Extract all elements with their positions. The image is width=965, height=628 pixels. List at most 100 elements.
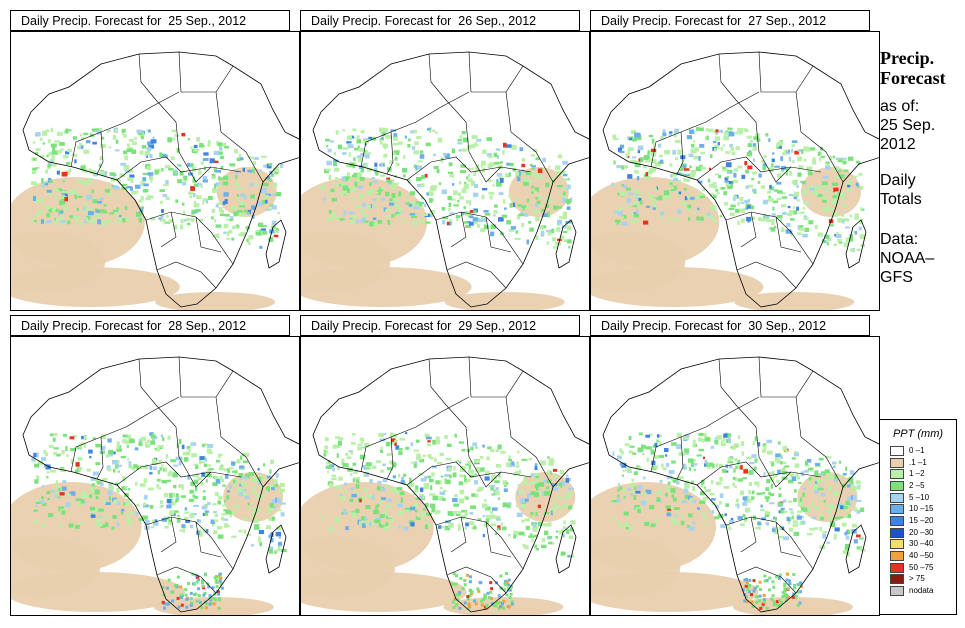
precip-cell bbox=[217, 606, 221, 610]
precip-cell bbox=[425, 142, 431, 147]
precip-cell bbox=[646, 205, 650, 208]
precip-cell bbox=[207, 502, 211, 506]
precip-cell bbox=[562, 214, 567, 220]
precip-cell bbox=[755, 601, 759, 604]
precip-cell bbox=[673, 132, 677, 138]
precip-cell bbox=[232, 206, 238, 210]
precip-cell bbox=[438, 182, 442, 185]
precip-cell bbox=[150, 434, 156, 439]
data-source-1: NOAA– bbox=[880, 250, 935, 267]
precip-cell bbox=[670, 173, 673, 178]
precip-cell bbox=[35, 166, 40, 169]
precip-cell bbox=[849, 248, 855, 252]
precip-cell bbox=[279, 483, 285, 488]
precip-cell bbox=[715, 188, 719, 192]
precip-cell bbox=[374, 203, 377, 207]
precip-cell bbox=[351, 493, 357, 498]
precip-cell bbox=[207, 143, 211, 147]
precip-cell bbox=[351, 512, 357, 518]
precip-cell bbox=[179, 595, 183, 599]
precip-cell bbox=[83, 443, 86, 448]
precip-cell bbox=[367, 204, 371, 210]
precip-cell bbox=[137, 132, 144, 136]
precip-cell bbox=[359, 520, 362, 526]
precip-cell bbox=[540, 460, 546, 466]
precip-cell bbox=[222, 504, 227, 507]
precip-cell bbox=[455, 214, 461, 218]
precip-cell bbox=[356, 172, 363, 177]
precip-cell bbox=[554, 487, 558, 491]
precip-cell bbox=[481, 194, 485, 200]
precip-cell bbox=[843, 242, 849, 247]
precip-cell bbox=[802, 233, 808, 238]
precip-cell bbox=[386, 177, 391, 180]
precip-cell bbox=[45, 169, 48, 174]
precip-cell bbox=[775, 453, 780, 458]
precip-cell bbox=[386, 453, 392, 457]
precip-cell bbox=[267, 506, 274, 511]
precip-cell bbox=[461, 148, 468, 152]
precip-cell bbox=[161, 464, 164, 468]
precip-cell bbox=[408, 482, 415, 486]
precip-cell bbox=[762, 165, 766, 171]
precip-cell bbox=[375, 519, 381, 523]
precip-cell bbox=[841, 522, 847, 527]
precip-cell bbox=[344, 482, 348, 486]
precip-cell bbox=[619, 144, 625, 149]
precip-cell bbox=[172, 472, 178, 478]
precip-cell bbox=[851, 495, 855, 500]
precip-cell bbox=[654, 465, 658, 469]
precip-cell bbox=[254, 524, 260, 530]
precip-cell bbox=[247, 241, 251, 245]
precip-cell bbox=[246, 533, 252, 536]
precip-cell bbox=[351, 216, 356, 219]
precip-cell bbox=[230, 510, 235, 515]
legend-swatch bbox=[890, 515, 904, 526]
precip-cell bbox=[780, 455, 783, 459]
precip-cell bbox=[721, 469, 727, 473]
precip-cell bbox=[146, 166, 152, 171]
precip-cell bbox=[743, 578, 747, 582]
precip-cell bbox=[671, 517, 676, 521]
precip-cell bbox=[40, 183, 44, 186]
precip-cell bbox=[165, 586, 169, 590]
precip-cell bbox=[217, 142, 223, 147]
precip-cell bbox=[839, 474, 843, 479]
precip-cell bbox=[702, 167, 706, 170]
precip-cell bbox=[184, 511, 189, 514]
precip-cell bbox=[758, 588, 762, 591]
precip-cell bbox=[333, 151, 336, 156]
precip-cell bbox=[683, 448, 690, 453]
panel-title: Daily Precip. Forecast for 28 Sep., 2012 bbox=[10, 315, 290, 336]
precip-cell bbox=[431, 185, 438, 190]
precip-cell bbox=[715, 481, 722, 486]
precip-cell bbox=[802, 487, 806, 490]
precip-cell bbox=[180, 603, 184, 607]
precip-cell bbox=[48, 151, 54, 156]
precip-cell bbox=[92, 199, 98, 204]
precip-cell bbox=[226, 237, 230, 240]
precip-cell bbox=[202, 444, 205, 448]
coastline bbox=[22, 356, 299, 613]
precip-cell bbox=[99, 524, 106, 528]
precip-cell bbox=[855, 486, 861, 490]
precip-cell bbox=[742, 496, 748, 501]
precip-cell bbox=[357, 145, 360, 149]
dry-patch bbox=[591, 572, 759, 612]
precip-cell bbox=[371, 494, 375, 500]
precip-cell bbox=[109, 212, 114, 215]
precip-cell bbox=[365, 505, 371, 510]
precip-cell bbox=[395, 501, 399, 506]
precip-cell bbox=[195, 580, 199, 584]
precip-cell bbox=[355, 484, 360, 489]
precip-cell bbox=[99, 171, 106, 175]
precip-cell bbox=[246, 238, 249, 242]
precip-cell bbox=[837, 239, 842, 242]
precip-cell bbox=[546, 229, 552, 233]
precip-cell bbox=[751, 178, 755, 181]
precip-cell bbox=[556, 185, 563, 188]
precip-cell bbox=[467, 145, 472, 150]
precip-cell bbox=[467, 178, 473, 182]
precip-cell bbox=[797, 156, 802, 162]
precip-cell bbox=[182, 528, 185, 533]
